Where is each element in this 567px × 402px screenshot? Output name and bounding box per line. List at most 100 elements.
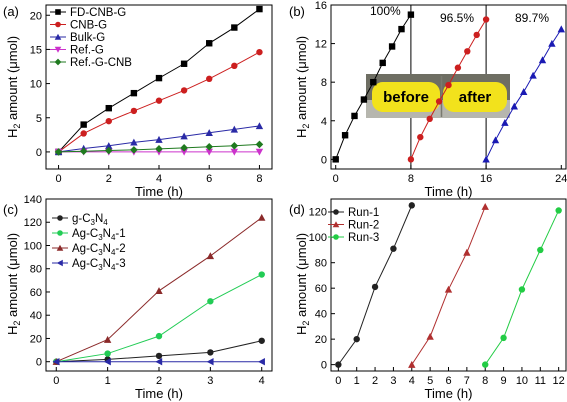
data-point <box>206 75 213 83</box>
data-point <box>407 156 415 163</box>
legend-entry: Run-1 <box>348 207 379 219</box>
data-series <box>407 16 490 163</box>
y-tick-label: 10 <box>30 79 42 91</box>
y-tick-label: 4 <box>321 116 327 128</box>
data-point <box>408 360 416 368</box>
x-tick-label: 11 <box>535 375 546 387</box>
data-point <box>360 96 368 103</box>
data-point <box>180 144 188 152</box>
data-point <box>454 64 462 71</box>
y-tick-label: 60 <box>315 283 327 295</box>
x-tick-label: 0 <box>333 173 339 185</box>
retention-annotation: 96.5% <box>440 11 474 25</box>
data-series <box>53 271 265 365</box>
data-point <box>481 202 489 210</box>
x-tick-label: 12 <box>553 375 565 387</box>
data-point <box>529 71 537 79</box>
x-tick-label: 3 <box>207 375 213 387</box>
x-tick-label: 1 <box>105 375 111 387</box>
data-point <box>371 283 379 291</box>
data-point <box>155 358 163 366</box>
chart-panel: (b) 0 8 16 24 0 4 8 12 16 Time (h) H2 amount (μmol)… <box>289 0 567 199</box>
y-tick-label: 40 <box>315 309 327 321</box>
x-tick-label: 3 <box>390 375 396 387</box>
data-point <box>56 244 64 251</box>
x-tick-label: 4 <box>409 375 415 387</box>
x-tick-label: 9 <box>501 375 507 387</box>
data-point <box>155 145 163 153</box>
data-point <box>501 118 509 126</box>
x-tick-label: 2 <box>156 375 162 387</box>
y-tick-label: 20 <box>30 333 42 345</box>
retention-annotation: 89.7% <box>515 11 549 25</box>
y-tick-label: 20 <box>30 10 42 22</box>
data-point <box>155 332 163 340</box>
data-point <box>555 207 562 214</box>
data-point <box>54 33 62 40</box>
legend-entry: Run-3 <box>348 232 379 244</box>
legend-entry: Ag-C3N4-1 <box>72 228 126 242</box>
y-tick-label: 80 <box>315 258 327 270</box>
legend-entry: Ag-C3N4-2 <box>72 243 126 257</box>
data-point <box>57 215 63 221</box>
y-tick-label: 12 <box>315 39 327 51</box>
data-point <box>206 358 214 366</box>
data-point <box>335 361 342 368</box>
y-tick-label: 100 <box>24 240 42 252</box>
data-point <box>207 298 214 305</box>
y-tick-label: 0 <box>321 360 327 372</box>
y-tick-label: 8 <box>321 77 327 89</box>
y-axis-label: H2 amount (μmol) <box>294 36 311 138</box>
data-point <box>482 16 490 23</box>
data-point <box>473 31 480 39</box>
sample-after <box>443 82 507 112</box>
data-series <box>52 358 265 366</box>
data-point <box>390 245 397 252</box>
retention-annotation: 100% <box>370 4 401 18</box>
x-tick-label: 24 <box>555 173 567 185</box>
data-point <box>379 59 386 67</box>
data-point <box>482 155 490 163</box>
data-point <box>206 252 215 260</box>
data-point <box>333 209 339 215</box>
data-point <box>518 286 526 293</box>
data-point <box>255 140 264 149</box>
data-point <box>408 202 415 209</box>
x-axis-label: Time (h) <box>135 386 183 401</box>
y-tick-label: 0 <box>36 357 42 369</box>
data-point <box>417 133 424 141</box>
inset-label-before: before <box>383 89 429 106</box>
y-tick-label: 120 <box>24 217 42 229</box>
data-point <box>353 335 360 343</box>
data-point <box>464 48 471 55</box>
data-point <box>258 271 265 278</box>
x-tick-label: 6 <box>206 173 212 185</box>
data-point <box>130 89 138 97</box>
data-point <box>388 43 396 50</box>
legend-entry: Run-2 <box>348 220 379 232</box>
data-point <box>537 246 544 254</box>
data-point <box>332 221 340 228</box>
data-point <box>482 361 489 368</box>
y-tick-label: 0 <box>321 154 327 166</box>
data-point <box>180 148 188 156</box>
data-point <box>445 81 452 89</box>
data-point <box>105 104 112 112</box>
panel-label: (d) <box>289 202 305 217</box>
data-point <box>548 39 556 47</box>
data-point <box>206 40 213 47</box>
data-point <box>230 141 239 150</box>
data-point <box>180 132 188 140</box>
y-axis-label: H2 amount (μmol) <box>294 233 311 335</box>
data-series <box>482 25 565 163</box>
chart-panel: (a) 0 2 4 6 8 0 5 10 15 20 Time (h) H2 amount (μmol)… <box>3 4 273 199</box>
data-point <box>256 5 263 13</box>
data-point <box>426 115 433 123</box>
data-point <box>79 147 88 156</box>
x-axis-label: Time (h) <box>425 184 473 199</box>
y-tick-label: 20 <box>315 334 327 346</box>
